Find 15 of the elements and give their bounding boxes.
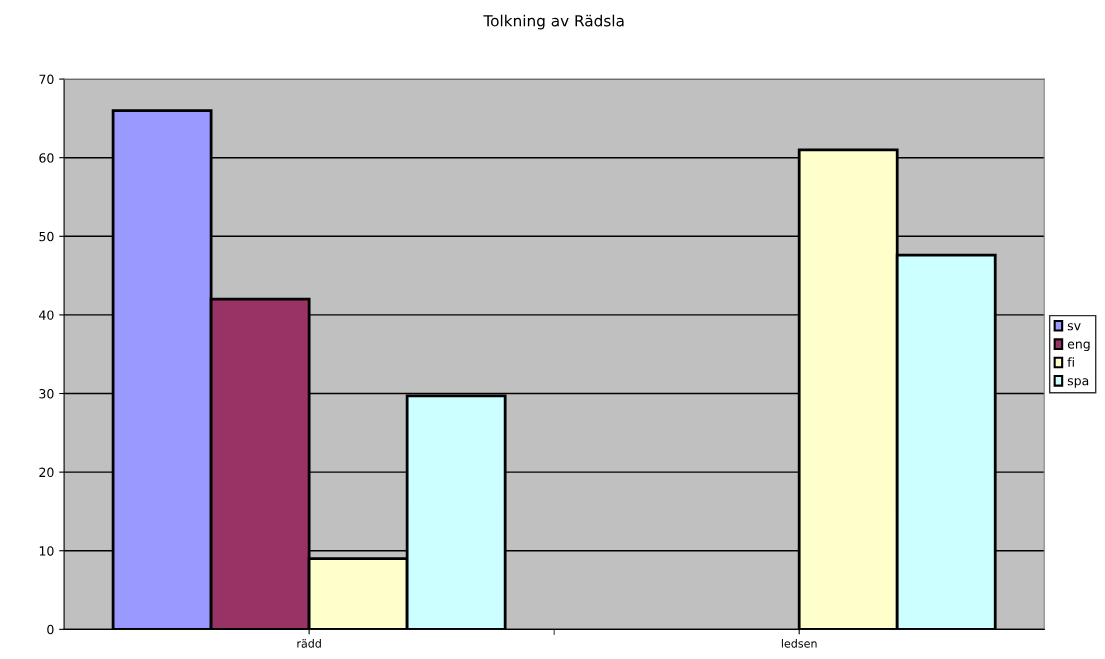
y-tick-label: 60 <box>39 153 54 163</box>
y-tick-label: 10 <box>39 546 54 556</box>
y-tick-label: 0 <box>47 624 54 635</box>
x-tick-label: ledsen <box>781 639 817 648</box>
y-tick-label: 40 <box>39 310 54 320</box>
chart-title: Tolkning av Rädsla <box>483 14 624 30</box>
y-tick-label: 30 <box>39 388 54 399</box>
x-tick-label: rädd <box>297 639 321 648</box>
y-tick-label: 20 <box>39 467 54 478</box>
legend-label: sv <box>1067 323 1081 331</box>
y-tick-label: 50 <box>39 231 54 242</box>
legend-label: eng <box>1067 341 1090 352</box>
y-tick-label: 70 <box>39 74 54 85</box>
legend-label: fi <box>1067 357 1074 367</box>
legend-label: spa <box>1067 378 1089 388</box>
